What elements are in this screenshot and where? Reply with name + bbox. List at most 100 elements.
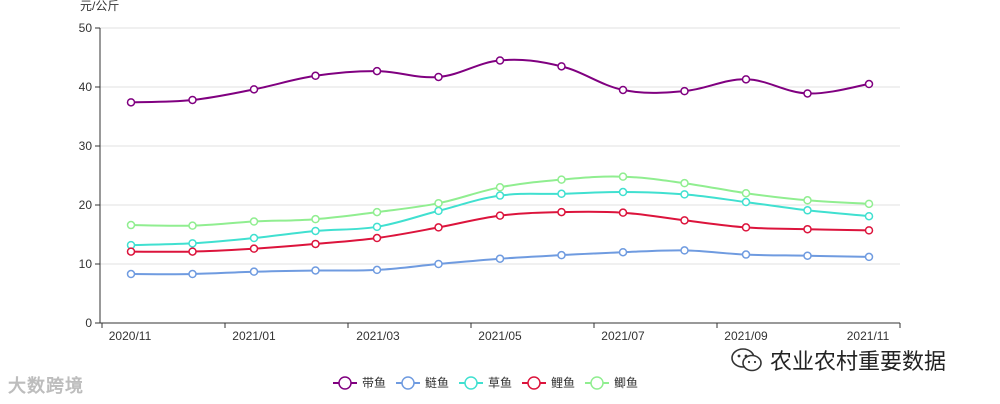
data-point[interactable] <box>434 72 443 82</box>
series-3 <box>126 187 874 250</box>
y-axis-unit-label: 元/公斤 <box>80 0 119 13</box>
data-point[interactable] <box>680 246 689 255</box>
data-point[interactable] <box>126 220 136 230</box>
data-point[interactable] <box>557 62 566 71</box>
legend-item[interactable]: 鲤鱼 <box>522 376 575 390</box>
data-point[interactable] <box>803 224 812 234</box>
data-point[interactable] <box>249 244 259 253</box>
series-line <box>130 58 870 104</box>
x-tick-label: 2021/09 <box>724 329 768 343</box>
data-point[interactable] <box>249 267 259 276</box>
watermark-right-text: 农业农村重要数据 <box>770 350 947 375</box>
data-point[interactable] <box>311 71 320 81</box>
wechat-icon <box>731 348 762 372</box>
data-point[interactable] <box>557 175 566 184</box>
data-point[interactable] <box>372 66 382 76</box>
data-point[interactable] <box>126 269 136 279</box>
data-point[interactable] <box>188 269 197 279</box>
watermark-right: 农业农村重要数据 <box>730 344 946 376</box>
data-point[interactable] <box>495 56 505 65</box>
data-point[interactable] <box>557 250 566 260</box>
data-point[interactable] <box>434 259 443 269</box>
y-tick-label: 50 <box>79 21 93 35</box>
legend-label: 带鱼 <box>362 376 386 390</box>
data-point[interactable] <box>434 223 443 232</box>
data-point[interactable] <box>249 85 259 94</box>
data-point[interactable] <box>618 208 628 217</box>
data-point[interactable] <box>372 222 382 232</box>
legend-item[interactable]: 鲫鱼 <box>585 376 638 390</box>
data-point[interactable] <box>188 221 197 230</box>
data-point[interactable] <box>618 187 628 197</box>
data-point[interactable] <box>741 250 751 259</box>
data-point[interactable] <box>618 85 628 95</box>
data-point[interactable] <box>249 233 259 243</box>
x-tick-label: 2021/11 <box>847 329 890 343</box>
data-point[interactable] <box>434 206 443 216</box>
data-point[interactable] <box>864 211 874 221</box>
data-point[interactable] <box>803 206 812 215</box>
legend-label: 鲢鱼 <box>425 375 449 390</box>
data-point[interactable] <box>372 207 382 217</box>
data-point[interactable] <box>864 79 874 89</box>
data-point[interactable] <box>864 252 874 262</box>
data-point[interactable] <box>803 251 812 260</box>
x-tick-label: 2021/05 <box>478 329 522 343</box>
data-point[interactable] <box>188 247 197 256</box>
data-point[interactable] <box>680 216 689 225</box>
data-point[interactable] <box>434 198 443 208</box>
legend-marker <box>401 376 415 390</box>
data-point[interactable] <box>372 233 382 243</box>
series-2 <box>126 246 874 279</box>
data-point[interactable] <box>188 95 197 105</box>
legend[interactable]: 带鱼 鲢鱼 草鱼 鲤鱼 鲫鱼 <box>333 375 638 390</box>
data-point[interactable] <box>741 197 751 207</box>
data-point[interactable] <box>741 223 751 232</box>
data-point[interactable] <box>126 247 136 256</box>
y-tick-label: 20 <box>79 198 93 212</box>
legend-item[interactable]: 草鱼 <box>459 376 512 390</box>
data-point[interactable] <box>741 75 751 84</box>
data-point[interactable] <box>495 211 505 220</box>
y-tick-label: 0 <box>85 316 92 330</box>
data-point[interactable] <box>618 247 628 257</box>
data-point[interactable] <box>557 207 566 217</box>
series-5 <box>126 172 874 230</box>
data-point[interactable] <box>803 196 812 205</box>
series-4 <box>126 207 874 256</box>
data-point[interactable] <box>803 89 812 98</box>
data-point[interactable] <box>495 254 505 263</box>
data-point[interactable] <box>680 86 689 96</box>
y-tick-label: 10 <box>79 257 93 271</box>
x-tick-label: 2021/03 <box>356 329 400 343</box>
data-point[interactable] <box>680 190 689 199</box>
data-point[interactable] <box>557 189 566 199</box>
legend-label: 鲫鱼 <box>614 376 638 390</box>
data-point[interactable] <box>618 172 628 181</box>
data-point[interactable] <box>864 226 874 235</box>
data-point[interactable] <box>311 239 320 249</box>
data-point[interactable] <box>311 266 320 275</box>
y-tick-label: 30 <box>79 139 93 153</box>
series-1 <box>126 56 874 107</box>
data-point[interactable] <box>249 217 259 226</box>
watermark-left-text: 大数跨境 <box>8 376 84 397</box>
axes: 0 10 20 30 40 50 元/公斤 2020/11 2021/01 2021/03 2021… <box>79 0 901 343</box>
data-point[interactable] <box>741 188 751 198</box>
data-point[interactable] <box>495 191 505 200</box>
legend-marker <box>590 376 604 390</box>
x-tick-label: 2020/11 <box>109 329 152 343</box>
data-point[interactable] <box>495 183 505 192</box>
data-point[interactable] <box>372 265 382 275</box>
data-point[interactable] <box>864 199 874 209</box>
data-point[interactable] <box>311 226 320 236</box>
data-point[interactable] <box>680 178 689 188</box>
data-point[interactable] <box>126 98 136 107</box>
legend-item[interactable]: 带鱼 <box>333 376 386 390</box>
data-point[interactable] <box>188 239 197 248</box>
legend-marker <box>464 376 478 390</box>
legend-item[interactable]: 鲢鱼 <box>396 375 449 390</box>
data-point[interactable] <box>311 214 320 224</box>
x-tick-label: 2021/01 <box>232 329 276 343</box>
legend-marker <box>527 376 541 390</box>
